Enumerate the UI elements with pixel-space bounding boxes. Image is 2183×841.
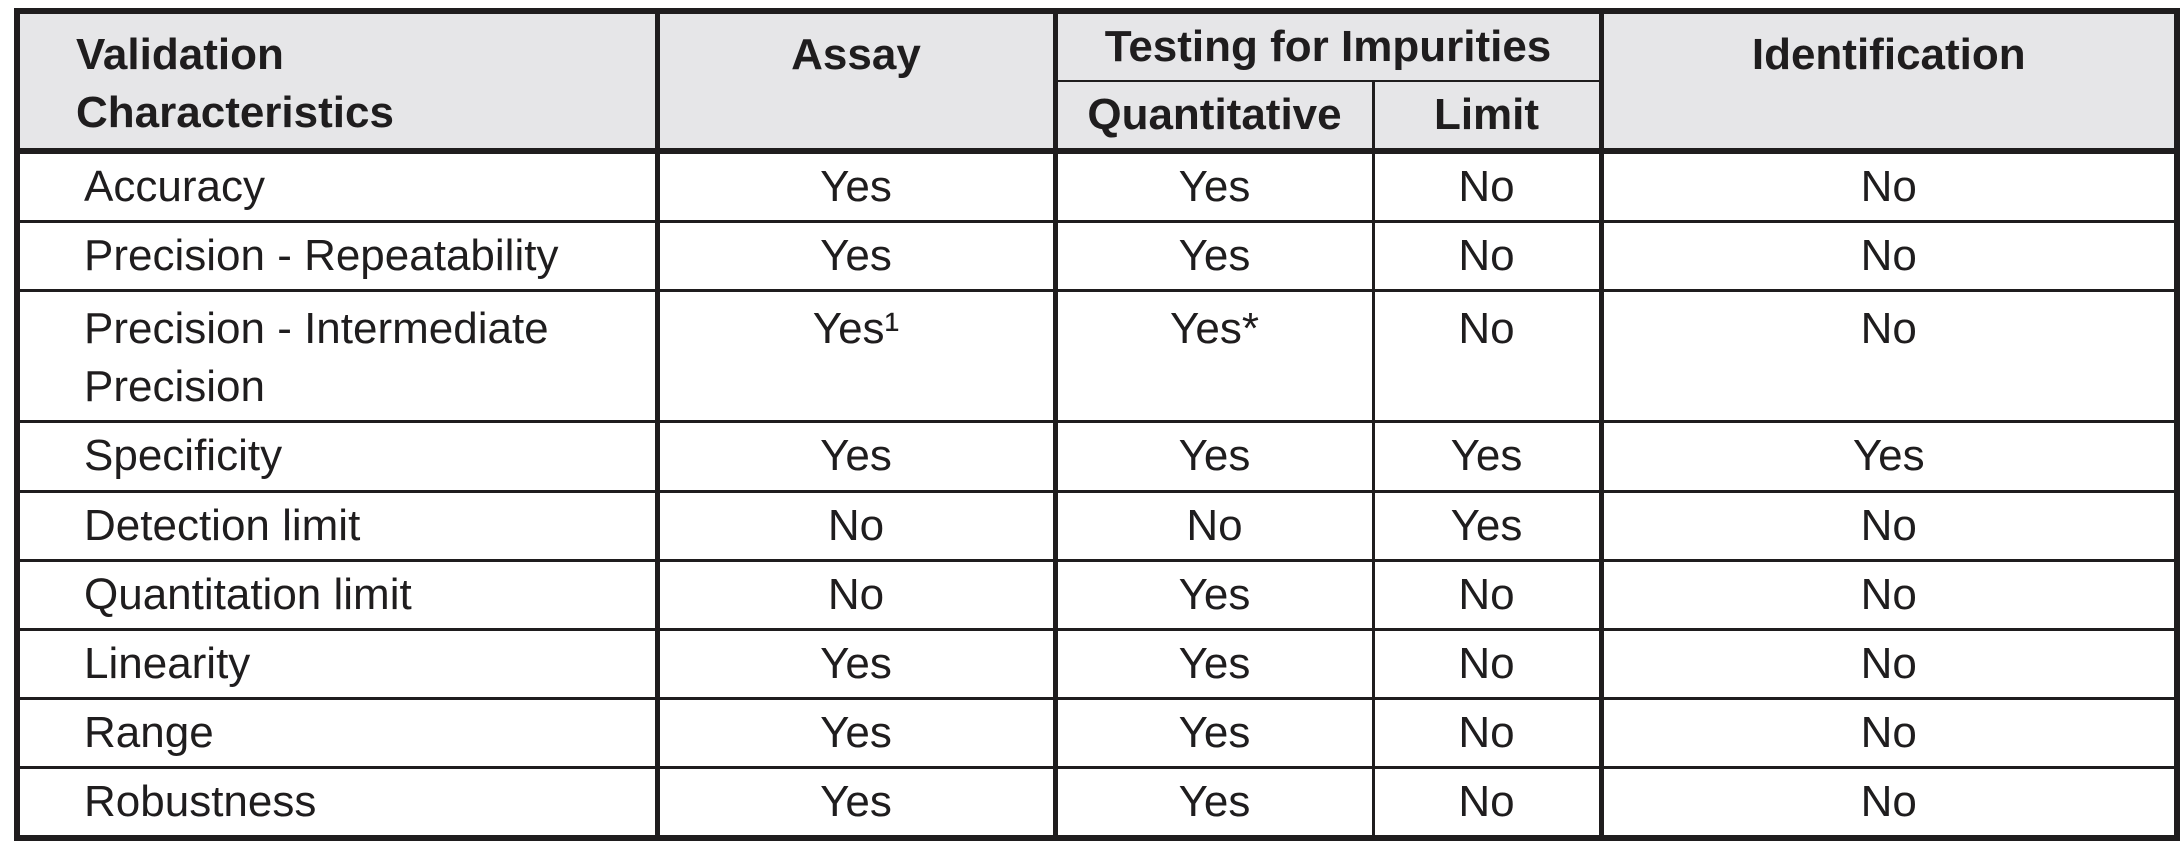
cell-assay: No [655, 558, 1058, 631]
cell-identification: No [1599, 558, 2179, 631]
cell-quantitative: Yes* [1053, 289, 1374, 424]
cell-quantitative: Yes [1053, 558, 1374, 631]
table-row-linearity: Linearity Yes Yes No No [15, 627, 2179, 700]
header-assay: Assay [655, 9, 1058, 153]
cell-limit: No [1371, 148, 1604, 224]
cell-identification: No [1599, 489, 2179, 562]
cell-assay: Yes¹ [655, 289, 1058, 424]
cell-characteristic: Specificity [15, 420, 660, 493]
cell-quantitative: No [1053, 489, 1374, 562]
header-validation-characteristics: Validation Characteristics [15, 9, 660, 153]
table-row-precision-repeatability: Precision - Repeatability Yes Yes No No [15, 220, 2179, 293]
cell-identification: No [1599, 627, 2179, 700]
cell-assay: Yes [655, 148, 1058, 224]
cell-limit: No [1371, 627, 1604, 700]
header-testing-for-impurities: Testing for Impurities [1053, 9, 1604, 83]
cell-characteristic: Robustness [15, 765, 660, 840]
header-row-top: Validation Characteristics Assay Testing… [15, 9, 2179, 153]
cell-identification: No [1599, 765, 2179, 840]
cell-characteristic: Accuracy [15, 148, 660, 224]
table-row-specificity: Specificity Yes Yes Yes Yes [15, 420, 2179, 493]
cell-characteristic: Detection limit [15, 489, 660, 562]
cell-identification: No [1599, 220, 2179, 293]
cell-characteristic: Quantitation limit [15, 558, 660, 631]
table-row-range: Range Yes Yes No No [15, 696, 2179, 769]
table-row-quantitation-limit: Quantitation limit No Yes No No [15, 558, 2179, 631]
cell-assay: Yes [655, 627, 1058, 700]
table-row-robustness: Robustness Yes Yes No No [15, 765, 2179, 840]
cell-assay: Yes [655, 220, 1058, 293]
cell-quantitative: Yes [1053, 696, 1374, 769]
cell-characteristic: Precision - Intermediate Precision [15, 289, 660, 424]
cell-limit: No [1371, 220, 1604, 293]
cell-characteristic: Linearity [15, 627, 660, 700]
cell-identification: No [1599, 148, 2179, 224]
table-row-detection-limit: Detection limit No No Yes No [15, 489, 2179, 562]
cell-identification: No [1599, 696, 2179, 769]
cell-identification: Yes [1599, 420, 2179, 493]
cell-limit: No [1371, 558, 1604, 631]
cell-quantitative: Yes [1053, 220, 1374, 293]
table-row-accuracy: Accuracy Yes Yes No No [15, 148, 2179, 224]
cell-limit: Yes [1371, 420, 1604, 493]
cell-identification: No [1599, 289, 2179, 424]
header-quantitative: Quantitative [1053, 80, 1374, 153]
table-row-precision-intermediate: Precision - Intermediate Precision Yes¹ … [15, 289, 2179, 424]
cell-limit: No [1371, 289, 1604, 424]
header-row-sub: Quantitative Limit [17, 80, 2177, 153]
cell-assay: Yes [655, 765, 1058, 840]
header-limit: Limit [1371, 80, 1604, 153]
cell-quantitative: Yes [1053, 420, 1374, 493]
cell-limit: Yes [1371, 489, 1604, 562]
cell-assay: Yes [655, 420, 1058, 493]
cell-quantitative: Yes [1053, 627, 1374, 700]
cell-limit: No [1371, 696, 1604, 769]
cell-quantitative: Yes [1053, 765, 1374, 840]
cell-characteristic: Precision - Repeatability [15, 220, 660, 293]
cell-quantitative: Yes [1053, 148, 1374, 224]
cell-limit: No [1371, 765, 1604, 840]
cell-assay: No [655, 489, 1058, 562]
cell-assay: Yes [655, 696, 1058, 769]
validation-characteristics-table: Validation Characteristics Assay Testing… [14, 8, 2180, 841]
cell-characteristic: Range [15, 696, 660, 769]
header-identification: Identification [1599, 9, 2179, 153]
